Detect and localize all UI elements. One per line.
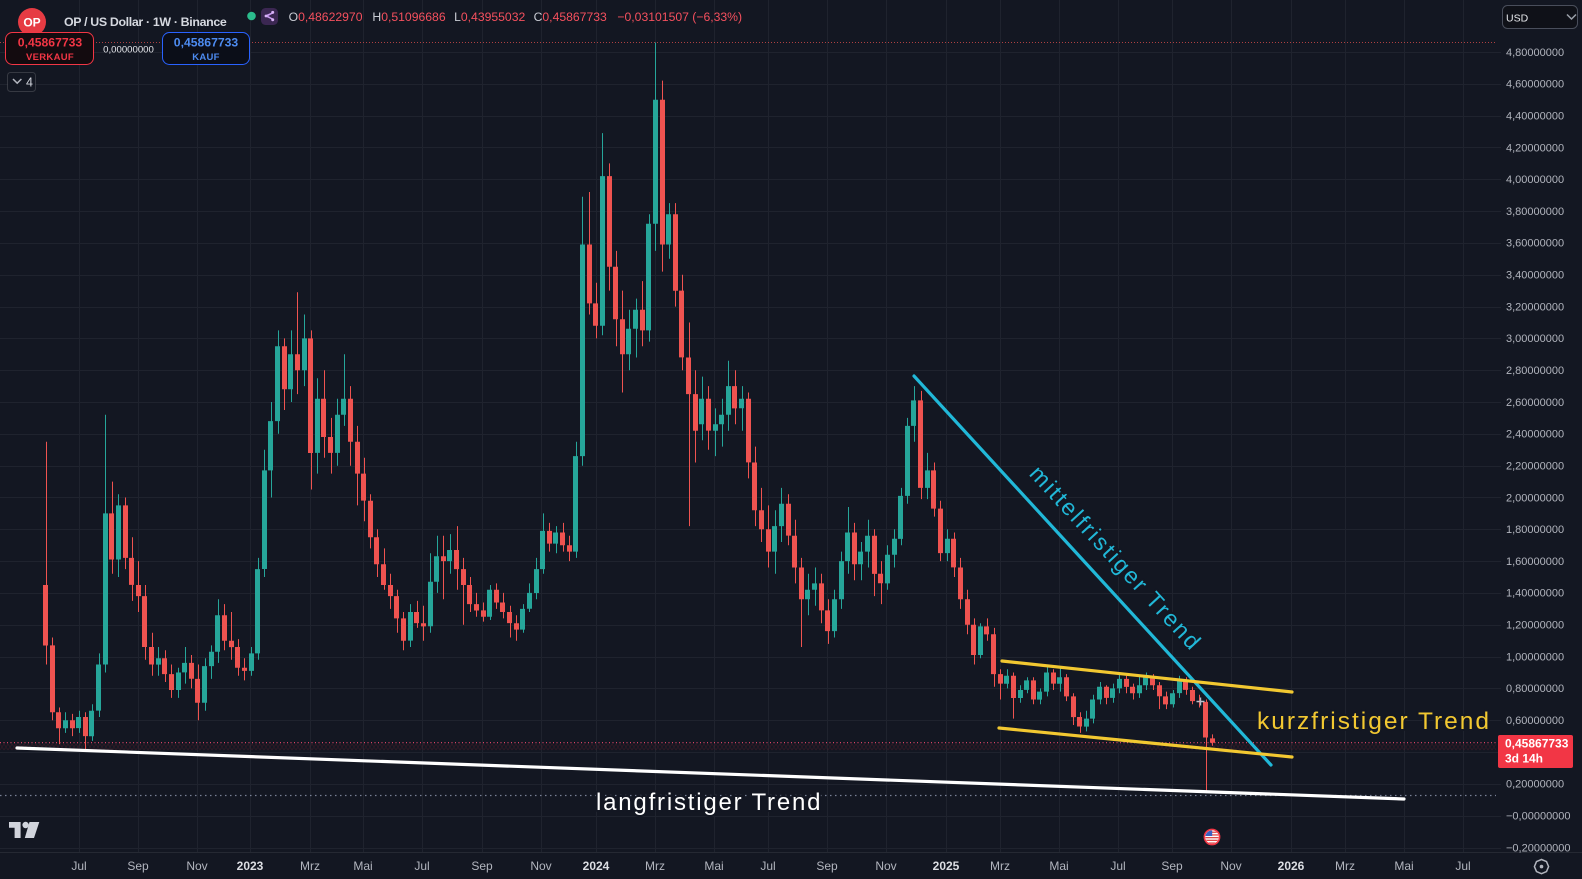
svg-text:2,40000000: 2,40000000	[1506, 429, 1564, 441]
svg-text:4,60000000: 4,60000000	[1506, 79, 1564, 91]
svg-text:langfristiger Trend: langfristiger Trend	[596, 789, 822, 816]
svg-text:Mrz: Mrz	[645, 859, 665, 873]
svg-text:3d 14h: 3d 14h	[1505, 752, 1543, 766]
svg-text:Jul: Jul	[760, 859, 775, 873]
svg-text:OP / US Dollar · 1W · Binance: OP / US Dollar · 1W · Binance	[64, 15, 227, 29]
svg-text:OP: OP	[23, 16, 40, 30]
svg-text:O0,48622970: O0,48622970	[289, 10, 363, 24]
svg-text:Mai: Mai	[704, 859, 723, 873]
svg-text:1,80000000: 1,80000000	[1506, 524, 1564, 536]
svg-text:Nov: Nov	[875, 859, 896, 873]
svg-text:Nov: Nov	[186, 859, 207, 873]
svg-text:0,45867733: 0,45867733	[18, 36, 83, 50]
svg-text:Sep: Sep	[471, 859, 493, 873]
svg-text:2,00000000: 2,00000000	[1506, 492, 1564, 504]
svg-text:0,45867733: 0,45867733	[174, 36, 239, 50]
svg-text:2024: 2024	[583, 859, 610, 873]
svg-text:0,20000000: 0,20000000	[1506, 779, 1564, 791]
svg-text:4: 4	[26, 76, 33, 90]
svg-text:2,20000000: 2,20000000	[1506, 461, 1564, 473]
svg-text:4,20000000: 4,20000000	[1506, 142, 1564, 154]
svg-text:Nov: Nov	[1220, 859, 1241, 873]
svg-text:3,80000000: 3,80000000	[1506, 206, 1564, 218]
svg-text:Mai: Mai	[353, 859, 372, 873]
svg-text:Mai: Mai	[1049, 859, 1068, 873]
svg-text:3,00000000: 3,00000000	[1506, 333, 1564, 345]
svg-text:KAUF: KAUF	[192, 52, 220, 63]
svg-text:4,40000000: 4,40000000	[1506, 110, 1564, 122]
svg-text:Mrz: Mrz	[990, 859, 1010, 873]
svg-text:0,60000000: 0,60000000	[1506, 715, 1564, 727]
svg-text:Jul: Jul	[414, 859, 429, 873]
svg-text:4,00000000: 4,00000000	[1506, 174, 1564, 186]
svg-text:Sep: Sep	[1161, 859, 1183, 873]
svg-text:1,00000000: 1,00000000	[1506, 651, 1564, 663]
svg-text:VERKAUF: VERKAUF	[26, 52, 74, 63]
svg-text:1,60000000: 1,60000000	[1506, 556, 1564, 568]
svg-text:Sep: Sep	[127, 859, 149, 873]
svg-text:USD: USD	[1506, 13, 1529, 25]
svg-text:H0,51096686: H0,51096686	[372, 10, 445, 24]
svg-text:0,45867733: 0,45867733	[1505, 737, 1569, 751]
svg-text:3,20000000: 3,20000000	[1506, 301, 1564, 313]
svg-text:Jul: Jul	[1110, 859, 1125, 873]
svg-text:2026: 2026	[1278, 859, 1305, 873]
svg-text:−0,03101507 (−6,33%): −0,03101507 (−6,33%)	[617, 10, 742, 24]
svg-text:L0,43955032: L0,43955032	[454, 10, 525, 24]
svg-text:Jul: Jul	[1455, 859, 1470, 873]
svg-text:0,00000000: 0,00000000	[103, 45, 154, 56]
svg-text:2025: 2025	[933, 859, 960, 873]
svg-text:2,80000000: 2,80000000	[1506, 365, 1564, 377]
svg-text:1,40000000: 1,40000000	[1506, 588, 1564, 600]
svg-text:Sep: Sep	[816, 859, 838, 873]
svg-text:2023: 2023	[237, 859, 264, 873]
svg-text:C0,45867733: C0,45867733	[534, 10, 607, 24]
svg-text:Mrz: Mrz	[1335, 859, 1355, 873]
svg-text:Mai: Mai	[1394, 859, 1413, 873]
svg-text:Jul: Jul	[71, 859, 86, 873]
svg-text:3,40000000: 3,40000000	[1506, 270, 1564, 282]
svg-text:−0,00000000: −0,00000000	[1506, 811, 1571, 823]
svg-text:2,60000000: 2,60000000	[1506, 397, 1564, 409]
svg-text:1,20000000: 1,20000000	[1506, 620, 1564, 632]
svg-text:Mrz: Mrz	[300, 859, 320, 873]
svg-text:Nov: Nov	[530, 859, 551, 873]
svg-text:3,60000000: 3,60000000	[1506, 238, 1564, 250]
svg-text:kurzfristiger Trend: kurzfristiger Trend	[1257, 708, 1491, 735]
svg-text:4,80000000: 4,80000000	[1506, 47, 1564, 59]
svg-text:0,80000000: 0,80000000	[1506, 683, 1564, 695]
svg-text:−0,20000000: −0,20000000	[1506, 842, 1571, 854]
